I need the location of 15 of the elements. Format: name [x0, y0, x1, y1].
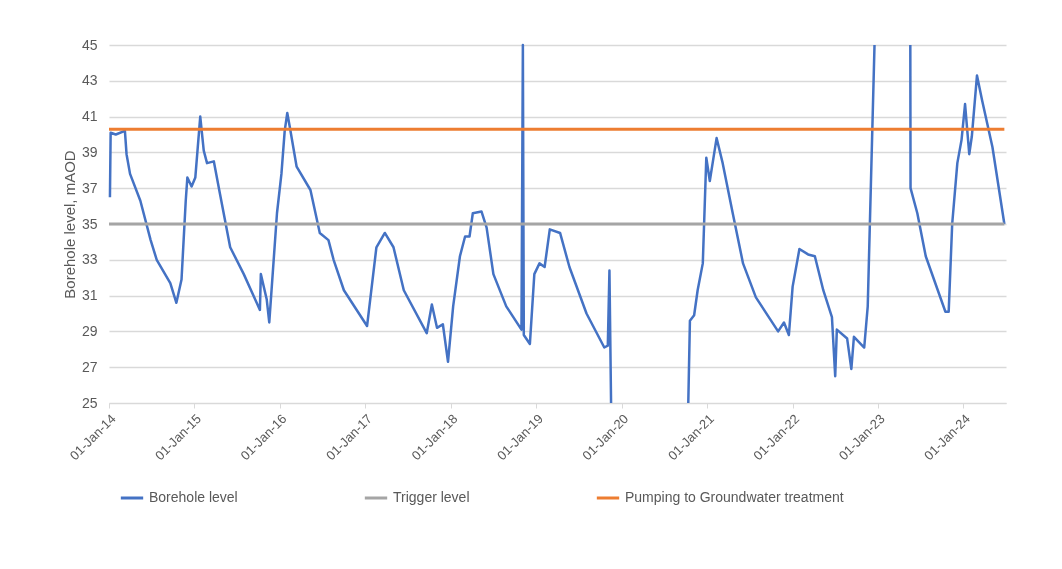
y-axis-title: Borehole level, mAOD: [60, 150, 78, 299]
y-tick-label: 33: [81, 251, 98, 268]
y-tick-label: 39: [81, 143, 98, 160]
legend-label: Trigger level: [393, 489, 470, 505]
y-tick-label: 27: [81, 358, 98, 375]
y-tick-label: 25: [81, 394, 98, 411]
y-tick-label: 35: [81, 215, 98, 232]
y-tick-label: 37: [81, 179, 98, 196]
y-tick-label: 43: [81, 72, 98, 89]
y-tick-label: 29: [81, 322, 98, 339]
y-tick-label: 41: [81, 108, 98, 125]
legend-label: Pumping to Groundwater treatment: [625, 489, 844, 505]
legend-label: Borehole level: [149, 489, 238, 505]
y-tick-label: 31: [81, 287, 98, 304]
y-tick-label: 45: [81, 36, 98, 53]
